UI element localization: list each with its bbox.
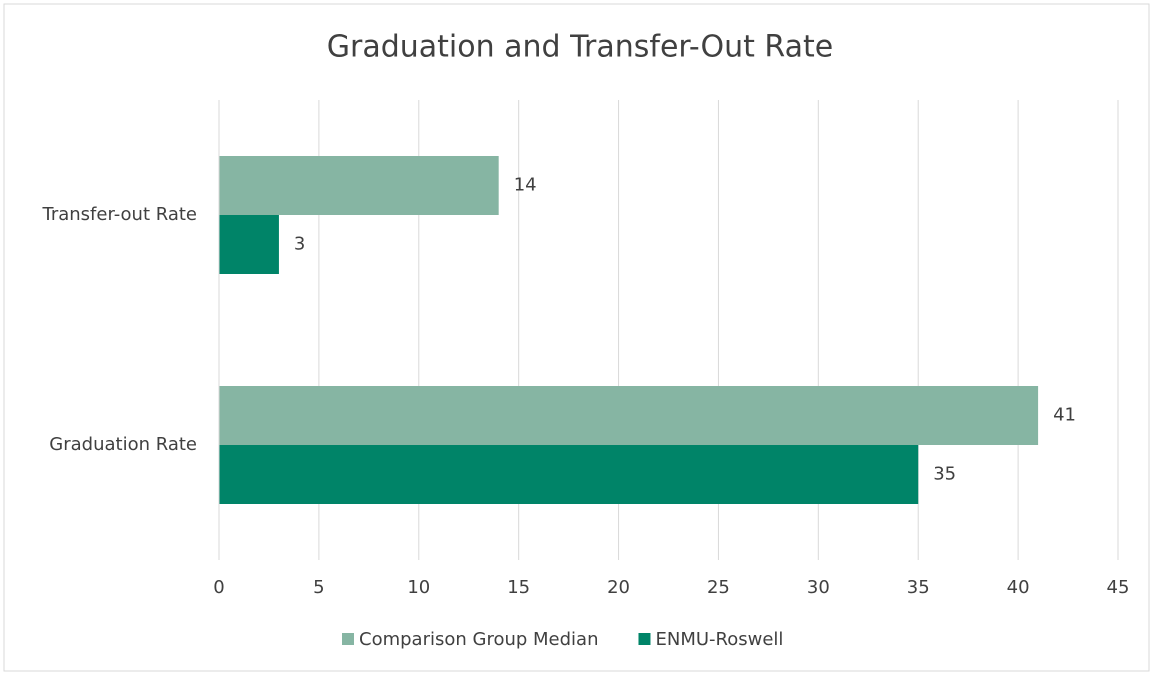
chart-border [3, 3, 1150, 672]
x-tick-label: 15 [507, 577, 530, 598]
legend-swatch [342, 633, 354, 645]
x-tick-label: 30 [807, 577, 830, 598]
x-tick-label: 25 [707, 577, 730, 598]
chart-title: Graduation and Transfer-Out Rate [327, 30, 833, 65]
data-label: 3 [294, 234, 305, 255]
y-tick-label: Graduation Rate [49, 434, 197, 455]
legend-label: ENMU-Roswell [655, 629, 783, 650]
x-tick-label: 5 [313, 577, 324, 598]
bar [219, 156, 499, 215]
x-tick-label: 0 [213, 577, 224, 598]
x-tick-label: 20 [607, 577, 630, 598]
bar [219, 445, 919, 504]
data-label: 41 [1053, 405, 1076, 426]
data-label: 35 [933, 464, 956, 485]
x-tick-label: 35 [907, 577, 930, 598]
bar [219, 215, 279, 274]
data-label: 14 [514, 175, 537, 196]
bar [219, 386, 1039, 445]
y-tick-label: Transfer-out Rate [41, 204, 197, 225]
legend-swatch [638, 633, 651, 645]
x-tick-label: 40 [1007, 577, 1030, 598]
x-tick-label: 45 [1107, 577, 1130, 598]
x-tick-label: 10 [407, 577, 430, 598]
legend-label: Comparison Group Median [359, 629, 598, 650]
